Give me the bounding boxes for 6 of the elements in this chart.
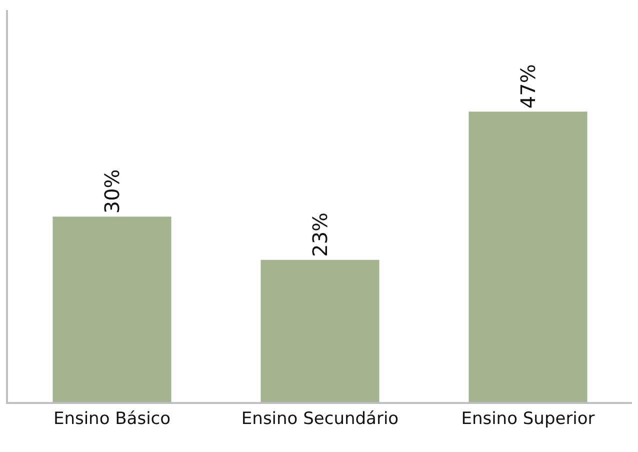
data-label: 47% [516, 64, 540, 109]
data-label: 30% [100, 169, 124, 214]
x-tick-label: Ensino Básico [53, 409, 171, 430]
x-tick-label: Ensino Superior [461, 409, 595, 430]
data-label: 23% [308, 212, 332, 257]
x-tick-label: Ensino Secundário [241, 409, 399, 430]
